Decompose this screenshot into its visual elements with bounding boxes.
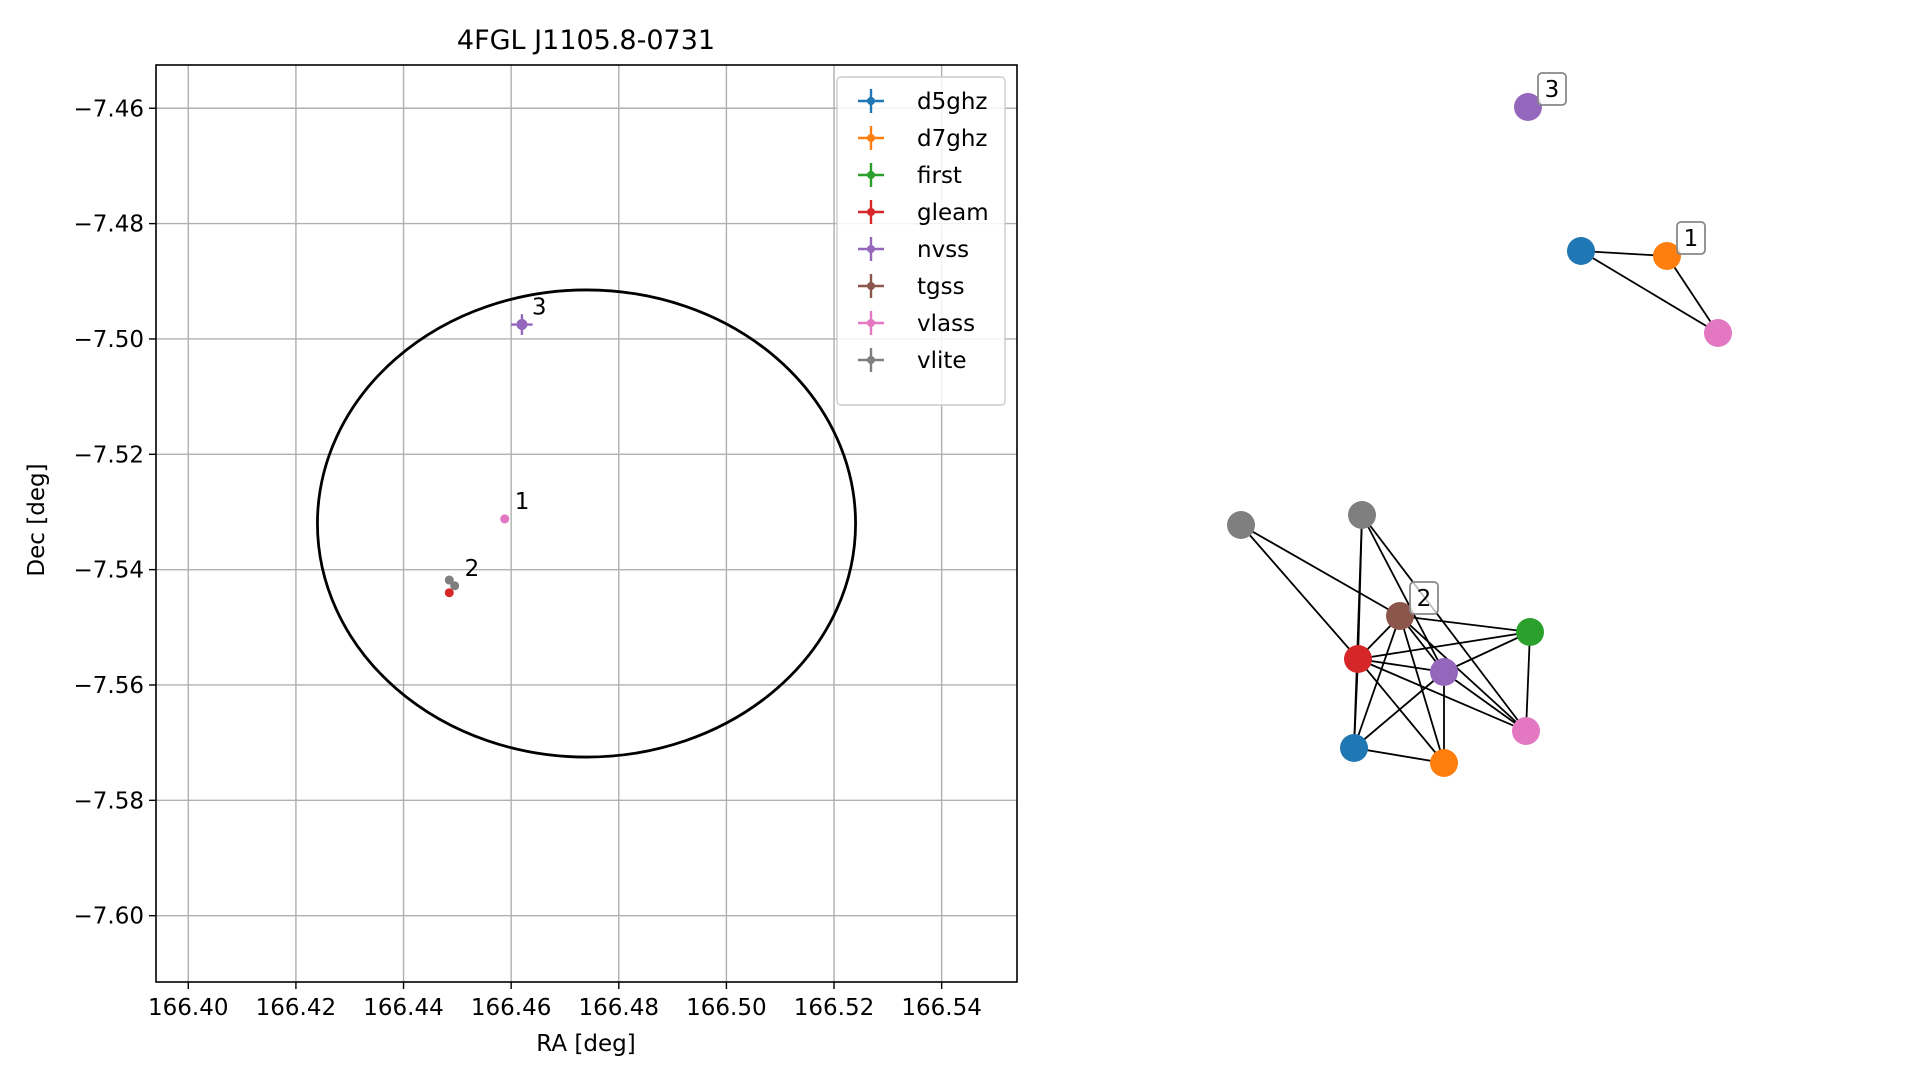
node-label-2: 2 [1417,586,1432,612]
edge-c5-c7 [1357,658,1527,732]
x-axis-label: RA [deg] [536,1031,635,1057]
point-vlite [450,581,460,591]
edge-c2-c7 [1361,514,1527,732]
node-c7 [1512,717,1540,745]
chart-title: 4FGL J1105.8-0731 [457,25,715,56]
edge-c6-c8 [1353,671,1445,749]
y-tick-label: −7.48 [74,212,144,238]
node-label-box-1 [1676,221,1706,255]
y-ticks: −7.46 −7.48 −7.50 −7.52 −7.54 −7.56 −7.58 −7.60 [74,96,156,930]
edge-c8-c9 [1353,747,1445,764]
edge-c3-c4 [1399,615,1531,633]
edge-c5-c8 [1353,658,1359,749]
legend-label-d5ghz: d5ghz [917,89,987,115]
network-panel: 3 1 2 [1227,72,1732,777]
legend-marker-dot-tgss [867,282,875,290]
x-tick-label: 166.40 [148,995,228,1021]
node-label-box-2 [1409,581,1439,615]
annotations-layer: 3 1 2 [465,295,547,582]
node-c2 [1348,501,1376,529]
edge-c6-c7 [1443,671,1527,732]
point-nvss [516,319,528,331]
node-labels-layer: 3 1 2 [1409,72,1706,615]
point-gleam [444,588,454,598]
scatter-panel: 3 1 2 166.40 166.42 166.44 166.46 166.48 166.50… [24,25,1018,1057]
y-tick-label: −7.56 [74,673,144,699]
nodes-layer [1227,93,1732,777]
edge-c5-c4 [1357,631,1531,660]
axes-frame [155,64,1018,983]
node-c8 [1340,734,1368,762]
legend-label-vlite: vlite [917,348,967,374]
edge-c5-c9 [1357,658,1445,764]
x-tick-label: 166.46 [471,995,551,1021]
node-c9 [1430,749,1458,777]
x-tick-label: 166.52 [794,995,874,1021]
node-c5 [1344,645,1372,673]
y-tick-label: −7.54 [74,558,144,584]
y-tick-label: −7.58 [74,788,144,814]
edge-c1-c5 [1240,524,1359,660]
x-tick-label: 166.44 [363,995,443,1021]
node-c6 [1430,658,1458,686]
y-tick-label: −7.60 [74,904,144,930]
annotation-3: 3 [532,295,547,321]
legend-label-d7ghz: d7ghz [917,126,987,152]
node-n3 [1514,93,1542,121]
legend-marker-dot-d5ghz [867,97,875,105]
node-a1 [1567,237,1595,265]
x-tick-label: 166.48 [579,995,659,1021]
legend-marker-dot-nvss [867,245,875,253]
edge-c4-c7 [1525,631,1531,732]
point-vlite [444,575,454,585]
points-layer [444,314,533,598]
node-label-box-3 [1537,72,1567,106]
legend-label-tgss: tgss [917,274,965,300]
legend-label-nvss: nvss [917,237,969,263]
y-tick-label: −7.46 [74,96,144,122]
x-ticks: 166.40 166.42 166.44 166.46 166.48 166.50 166.… [148,982,982,1021]
legend-label-vlass: vlass [917,311,975,337]
node-a2 [1653,242,1681,270]
y-axis-label: Dec [deg] [24,463,50,576]
node-c1 [1227,511,1255,539]
edge-c6-c4 [1443,631,1531,673]
y-tick-label: −7.50 [74,327,144,353]
x-tick-label: 166.50 [686,995,766,1021]
edge-c1-c3 [1240,524,1401,617]
legend-marker-dot-vlite [867,356,875,364]
legend: d5ghz d7ghz first gleam nvss tgss vlass vlite [836,76,1006,406]
edge-c3-c7 [1399,615,1527,732]
uncertainty-ellipse-layer [316,288,857,759]
edge-a1-a2 [1580,250,1668,257]
edges-layer [1240,250,1719,764]
node-c3 [1386,602,1414,630]
node-label-3: 3 [1545,77,1560,103]
legend-marker-dot-vlass [867,319,875,327]
x-tick-label: 166.54 [901,995,981,1021]
node-c4 [1516,618,1544,646]
legend-label-first: first [917,163,962,189]
legend-label-gleam: gleam [917,200,989,226]
annotation-2: 2 [465,556,480,582]
edge-c2-c6 [1361,514,1445,673]
point-vlass [500,514,510,524]
annotation-1: 1 [515,489,530,515]
legend-marker-dot-gleam [867,208,875,216]
node-label-1: 1 [1684,226,1699,252]
legend-marker-dot-d7ghz [867,134,875,142]
edge-c5-c6 [1357,658,1445,673]
edge-a2-a3 [1666,255,1719,334]
node-a3 [1704,319,1732,347]
grid [156,65,1017,982]
uncertainty-ellipse [316,288,857,759]
edge-a1-a3 [1580,250,1719,334]
y-tick-label: −7.52 [74,442,144,468]
legend-marker-dot-first [867,171,875,179]
x-tick-label: 166.42 [256,995,336,1021]
